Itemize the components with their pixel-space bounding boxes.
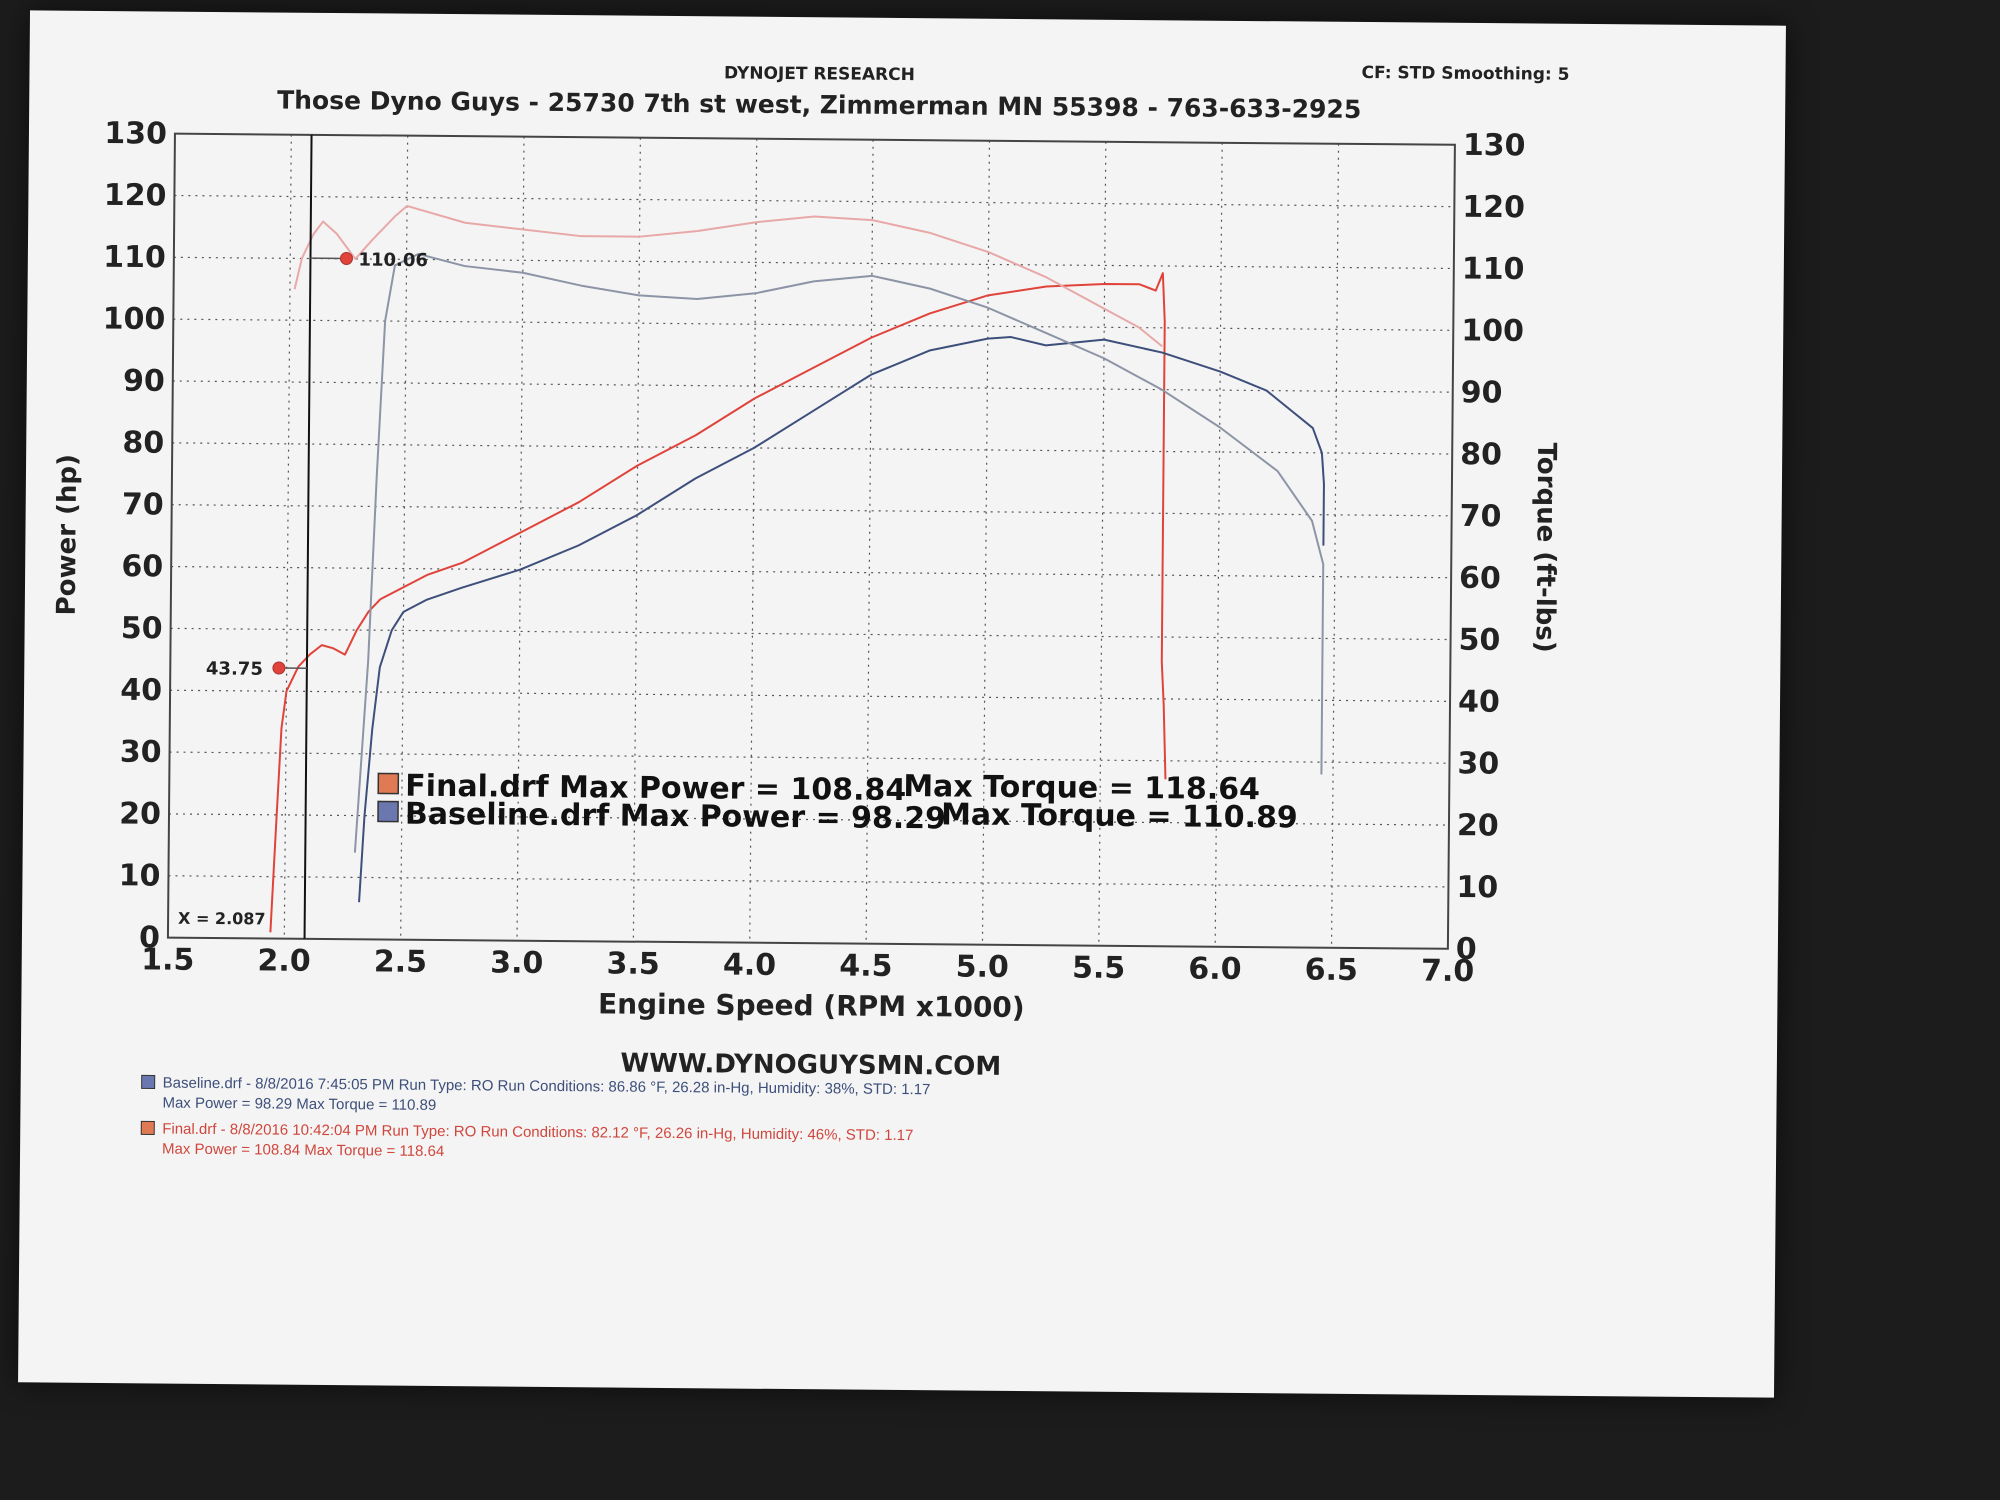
footer-swatch-baseline (141, 1074, 156, 1089)
x-tick-label: 7.0 (1421, 954, 1474, 989)
grid-line-y (172, 380, 1453, 393)
x-tick-label: 3.5 (606, 946, 659, 981)
y-tick-label: 10 (119, 858, 161, 893)
footer-swatch-final (140, 1120, 155, 1135)
footer-final-line1: Final.drf - 8/8/2016 10:42:04 PM Run Typ… (162, 1121, 913, 1145)
x-tick-label: 6.0 (1188, 952, 1241, 987)
grid-line-x (283, 134, 292, 939)
footer-baseline-line2: Max Power = 98.29 Max Torque = 110.89 (162, 1095, 436, 1114)
series-baseline-power-line (358, 336, 1325, 903)
chart-title: Those Dyno Guys - 25730 7th st west, Zim… (277, 86, 1361, 124)
legend-final: Final.drf Max Power = 108.84 Max Torque … (377, 769, 1260, 808)
x-tick-label: 2.5 (374, 944, 427, 979)
x-tick-label: 4.5 (839, 948, 892, 983)
y2-tick-label: 50 (1458, 623, 1500, 658)
power-marker-value: 43.75 (206, 658, 263, 679)
y-tick-label: 0 (139, 920, 160, 955)
grid-line-y (170, 689, 1451, 702)
series-final-torque-line (293, 204, 1163, 348)
legend-swatch-baseline (377, 800, 399, 823)
y-tick-label: 60 (121, 549, 163, 584)
footer-baseline-line1: Baseline.drf - 8/8/2016 7:45:05 PM Run T… (163, 1075, 931, 1099)
legend-final-torque: Max Torque = 118.64 (903, 769, 1260, 807)
y2-tick-label: 70 (1460, 499, 1502, 534)
y-tick-label: 90 (123, 364, 165, 399)
grid-line-y (170, 627, 1451, 641)
y2-tick-label: 0 (1456, 932, 1477, 967)
grid-line-x (865, 139, 874, 944)
y-axis-label: Power (hp) (52, 454, 83, 616)
grid-line-x (1330, 143, 1340, 948)
x-tick-label: 1.5 (141, 942, 194, 977)
x-axis-label: Engine Speed (RPM x1000) (598, 987, 1025, 1024)
legend-baseline-text: Baseline.drf Max Power = 98.29 (405, 797, 946, 837)
website-url: WWW.DYNOGUYSMN.COM (620, 1049, 1001, 1082)
x-tick-label: 5.0 (956, 949, 1009, 984)
plot-frame (166, 132, 1456, 950)
grid-line-x (516, 136, 525, 941)
footer-final: Final.drf - 8/8/2016 10:42:04 PM Run Typ… (140, 1120, 913, 1160)
cursor-line (303, 134, 313, 939)
legend-baseline-torque: Max Torque = 110.89 (941, 797, 1298, 835)
torque-marker-dot (339, 251, 353, 265)
y2-tick-label: 130 (1463, 128, 1526, 164)
grid-line-y (171, 565, 1452, 579)
x-tick-label: 6.5 (1305, 953, 1358, 988)
y2-tick-label: 60 (1459, 561, 1501, 596)
y-tick-label: 20 (119, 796, 161, 831)
series-final-power-line (269, 272, 1167, 933)
y-tick-label: 30 (120, 735, 162, 770)
y-tick-label: 120 (104, 178, 167, 214)
legend-swatch-final (377, 772, 400, 795)
y-tick-label: 130 (104, 116, 167, 152)
grid-line-x (981, 140, 991, 945)
grid-line-y (171, 504, 1452, 517)
y2-axis-label: Torque (ft-lbs) (1529, 442, 1561, 652)
footer-baseline: Baseline.drf - 8/8/2016 7:45:05 PM Run T… (141, 1074, 931, 1114)
y2-tick-label: 100 (1461, 313, 1524, 349)
x-tick-label: 3.0 (490, 945, 543, 980)
grid-line-x (632, 137, 641, 942)
x-tick-label: 4.0 (723, 947, 776, 982)
y2-tick-label: 20 (1457, 808, 1499, 843)
grid-lines (168, 134, 1455, 948)
footer-final-line2: Max Power = 108.84 Max Torque = 118.64 (162, 1141, 444, 1160)
y-tick-label: 80 (122, 425, 164, 460)
y2-tick-label: 80 (1460, 437, 1502, 472)
cursor-x-readout: X = 2.087 (178, 909, 266, 929)
dyno-chart: 43.75 110.06 X = 2.087 1.5 2.0 2.5 3.0 3.5 4.0 4… (52, 63, 1570, 1160)
grid-line-y (173, 318, 1454, 331)
cursor-layer: 43.75 110.06 X = 2.087 (178, 134, 428, 939)
header-settings: CF: STD Smoothing: 5 (1361, 63, 1569, 85)
grid-line-x (400, 135, 409, 940)
torque-marker-value: 110.06 (358, 250, 428, 272)
series-layer (269, 204, 1325, 933)
y-tick-label: 50 (121, 611, 163, 646)
power-marker-dot (272, 661, 286, 675)
x-tick-label: 2.0 (257, 943, 310, 978)
series-baseline-torque-line (353, 252, 1325, 853)
y2-tick-label: 40 (1458, 684, 1500, 719)
x-tick-label: 5.5 (1072, 950, 1125, 985)
legend-baseline: Baseline.drf Max Power = 98.29 Max Torqu… (377, 797, 1298, 837)
y2-tick-label: 120 (1462, 190, 1525, 226)
y2-tick-label: 110 (1462, 252, 1525, 288)
y-tick-label: 110 (103, 240, 166, 276)
grid-line-x (749, 138, 758, 943)
y-tick-label: 100 (103, 302, 166, 338)
tick-labels: 1.5 2.0 2.5 3.0 3.5 4.0 4.5 5.0 5.5 6.0 6.5 7.00 010… (103, 116, 1526, 989)
y-tick-label: 40 (120, 673, 162, 708)
header-company: DYNOJET RESEARCH (724, 63, 915, 85)
grid-line-x (1098, 141, 1107, 946)
y2-tick-label: 30 (1457, 746, 1499, 781)
legend-final-text: Final.drf Max Power = 108.84 (405, 769, 906, 808)
dyno-sheet: 43.75 110.06 X = 2.087 1.5 2.0 2.5 3.0 3.5 4.0 4… (18, 10, 1786, 1398)
y2-tick-label: 10 (1456, 870, 1498, 905)
grid-line-x (1214, 142, 1223, 947)
y-tick-label: 70 (122, 487, 164, 522)
y2-tick-label: 90 (1461, 375, 1503, 410)
grid-line-y (174, 194, 1455, 208)
grid-line-y (172, 442, 1453, 455)
